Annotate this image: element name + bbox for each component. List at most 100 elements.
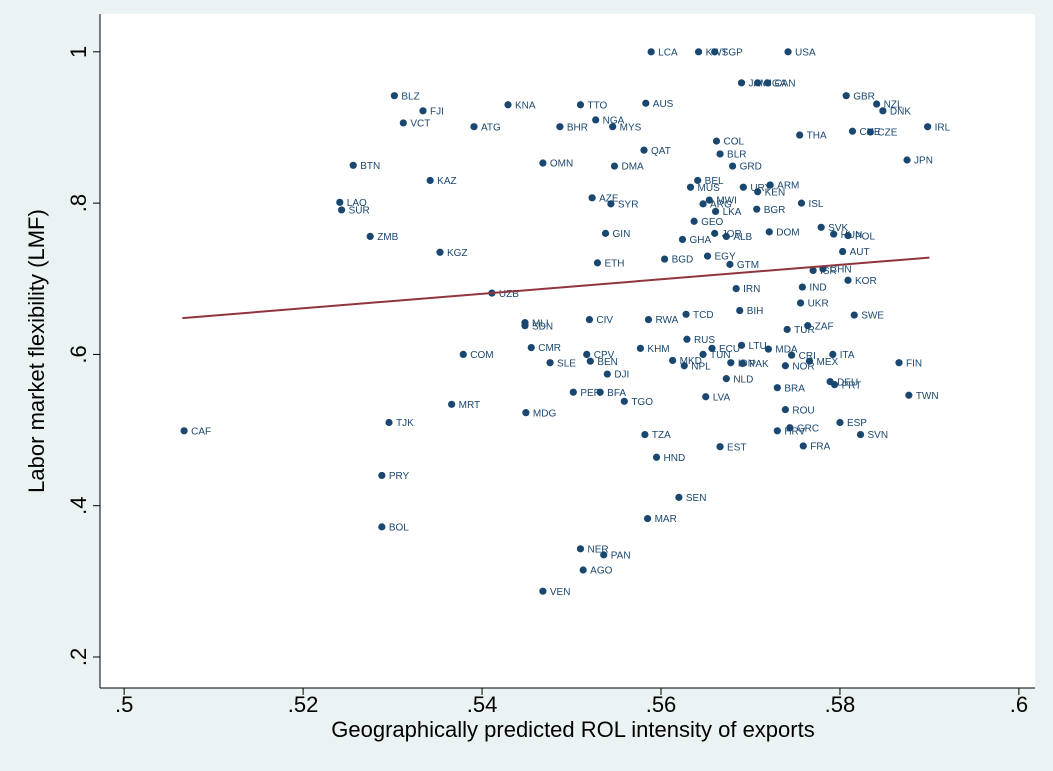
y-axis-title: Labor market flexibility (LMF) [24, 209, 49, 493]
point-label: KEN [765, 187, 786, 198]
point [809, 266, 817, 275]
point [690, 217, 698, 225]
point [895, 359, 903, 367]
point [829, 350, 837, 359]
point [712, 137, 721, 145]
point [726, 260, 734, 268]
point [836, 418, 844, 427]
point [448, 400, 456, 408]
point-label: QAT [651, 146, 671, 157]
point [754, 79, 762, 87]
point [596, 388, 604, 396]
point-label: NLD [733, 374, 753, 385]
point-label: SWE [861, 311, 884, 322]
point-label: MRT [459, 400, 480, 411]
y-tick-label: 1 [66, 46, 91, 58]
point-label: BRA [784, 383, 805, 394]
point [773, 384, 781, 392]
point [702, 393, 710, 401]
point [642, 99, 650, 107]
point [579, 566, 587, 574]
point [610, 162, 619, 170]
point [716, 150, 724, 158]
point [556, 123, 564, 131]
point [728, 162, 737, 170]
point-label: DJI [614, 370, 629, 381]
point-label: CAF [191, 426, 211, 437]
point-label: CAN [774, 78, 795, 89]
point-label: IDN [738, 358, 755, 369]
point [390, 92, 398, 100]
point [539, 159, 547, 167]
point-label: SGP [722, 47, 743, 58]
point-label: TZA [652, 430, 671, 441]
x-axis-title: Geographically predicted ROL intensity o… [331, 717, 814, 742]
point-label: CHN [830, 265, 852, 276]
point [773, 427, 781, 435]
point-label: POL [855, 231, 875, 242]
point-label: SEN [686, 493, 707, 504]
point-label: PAK [749, 359, 769, 370]
point-label: MEX [817, 357, 839, 368]
point [682, 310, 690, 318]
point-label: AUT [850, 247, 870, 258]
point-label: GIN [613, 229, 631, 240]
point-label: GRD [740, 162, 762, 173]
point-label: VCT [410, 119, 430, 130]
point [426, 176, 434, 185]
point [905, 391, 913, 399]
point-label: CZE [877, 128, 897, 139]
point [585, 316, 594, 324]
point [736, 306, 744, 315]
point [765, 228, 773, 236]
point-label: MLI [532, 318, 549, 329]
point [399, 119, 407, 127]
point [601, 229, 610, 237]
point-label: PER [580, 388, 601, 399]
point [866, 128, 874, 136]
point-label: AUS [653, 99, 674, 110]
plot-area [100, 14, 1035, 688]
point-label: DMA [621, 162, 644, 173]
point-label: ARM [777, 181, 799, 192]
point [784, 48, 792, 56]
point-label: LCA [658, 47, 678, 58]
point-label: GBR [853, 91, 875, 102]
point-label: HND [664, 453, 686, 464]
point [337, 206, 346, 214]
point-label: ARG [710, 200, 732, 211]
y-tick-label: .8 [66, 194, 91, 212]
x-tick-label: .58 [825, 692, 856, 717]
point [675, 493, 683, 501]
point-label: LTU [749, 341, 767, 352]
point-label: KAZ [437, 176, 456, 187]
point [797, 199, 806, 207]
point-label: MYS [620, 122, 642, 133]
point [842, 92, 850, 100]
x-tick-label: .56 [646, 692, 677, 717]
point [652, 453, 661, 461]
point-label: BHR [567, 122, 588, 133]
point-label: IRN [743, 284, 760, 295]
point-label: UGA [765, 78, 787, 89]
point [539, 587, 547, 595]
point [349, 161, 357, 169]
point-label: ROU [792, 405, 814, 416]
point-label: AZE [599, 193, 619, 204]
point-label: TTO [587, 100, 607, 111]
point [903, 156, 911, 164]
point-label: COL [723, 137, 744, 148]
x-tick-label: .6 [1010, 692, 1028, 717]
point [830, 230, 838, 238]
point [459, 350, 467, 359]
point [732, 284, 740, 293]
point-label: BTN [360, 161, 380, 172]
x-tick-label: .54 [467, 692, 498, 717]
point [924, 123, 932, 131]
point [786, 424, 794, 432]
point-label: NER [587, 544, 608, 555]
point [699, 200, 707, 208]
point [378, 523, 386, 531]
point-label: NPL [691, 361, 711, 372]
point-label: NZL [884, 100, 903, 111]
